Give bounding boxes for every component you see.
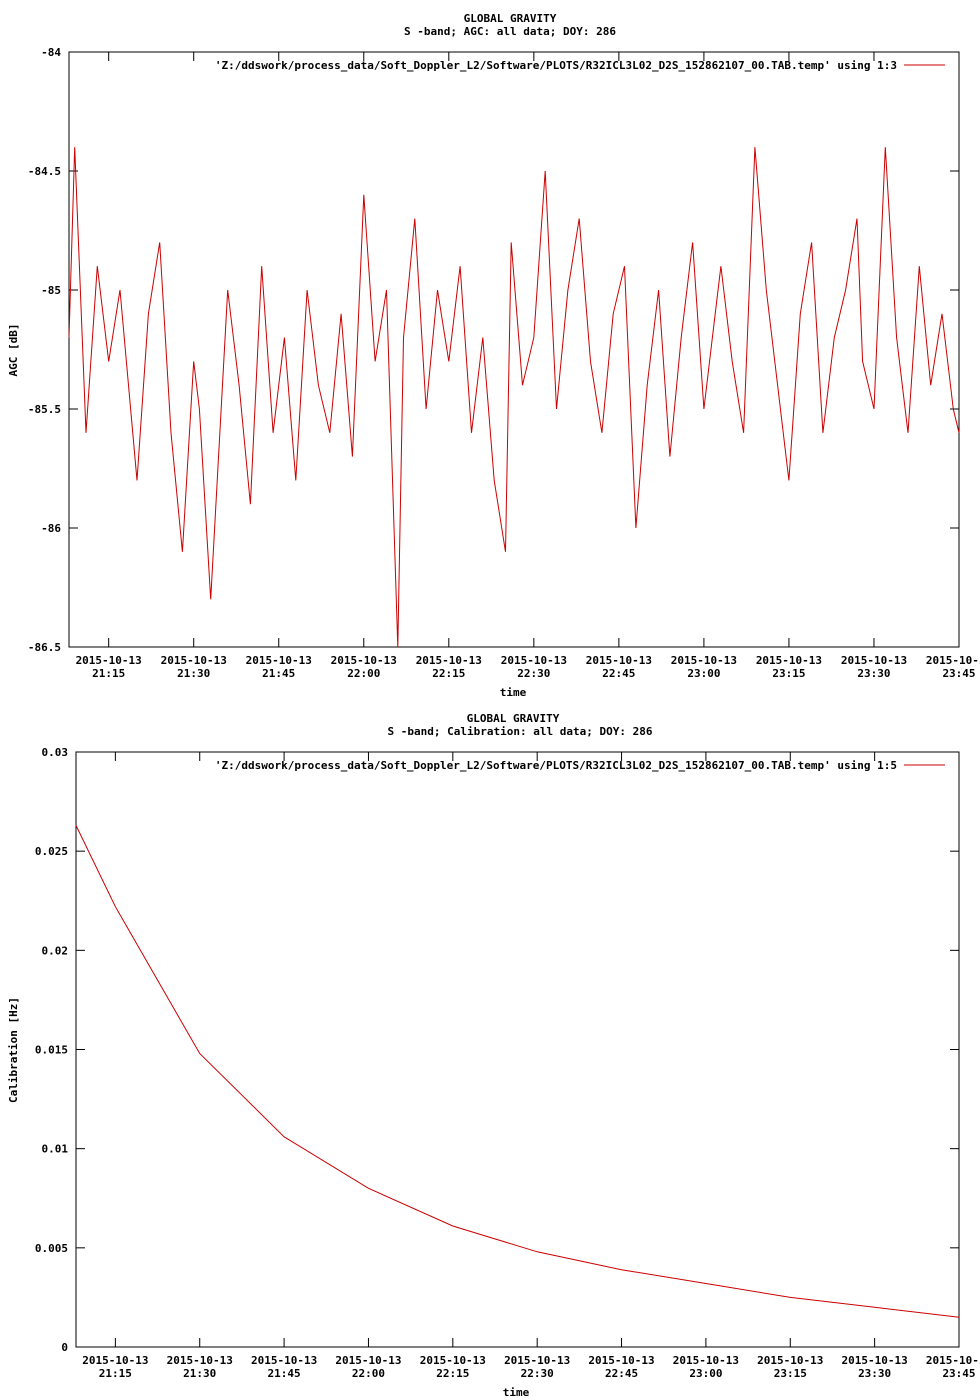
y-axis-label: AGC [dB]	[7, 324, 20, 377]
x-tick-label-date: 2015-10-13	[756, 654, 822, 667]
x-tick-label-time: 22:15	[436, 1367, 469, 1380]
legend: 'Z:/ddswork/process_data/Soft_Doppler_L2…	[215, 759, 945, 772]
x-tick-label-date: 2015-10-13	[76, 654, 142, 667]
x-tick-label-time: 22:15	[432, 667, 465, 680]
x-axis-label: time	[500, 686, 527, 699]
x-tick-label-date: 2015-10-13	[161, 654, 227, 667]
x-ticks: 2015-10-1321:152015-10-1321:302015-10-13…	[82, 752, 980, 1380]
x-tick-label-date: 2015-10-13	[335, 1354, 401, 1367]
x-tick-label-time: 22:00	[352, 1367, 385, 1380]
x-tick-label-date: 2015-10-13	[167, 1354, 233, 1367]
series-calibration	[75, 825, 960, 1318]
x-tick-label-date: 2015-10-13	[671, 654, 737, 667]
x-tick-label-date: 2015-10-13	[841, 654, 907, 667]
legend-label: 'Z:/ddswork/process_data/Soft_Doppler_L2…	[215, 59, 897, 72]
x-tick-label-time: 21:45	[268, 1367, 301, 1380]
x-tick-label-time: 23:30	[858, 1367, 891, 1380]
y-tick-label: -85	[41, 284, 61, 297]
series-line	[68, 147, 960, 648]
y-tick-label: 0.03	[42, 746, 69, 759]
y-tick-label: 0.01	[42, 1143, 69, 1156]
x-tick-label-date: 2015-10-13	[416, 654, 482, 667]
x-tick-label-time: 21:30	[177, 667, 210, 680]
chart-title: GLOBAL GRAVITY	[464, 12, 557, 25]
x-tick-label-date: 2015-10-13	[842, 1354, 908, 1367]
x-tick-label-time: 23:00	[687, 667, 720, 680]
y-tick-label: -86	[41, 522, 61, 535]
x-tick-label-time: 21:45	[262, 667, 295, 680]
agc-chart: GLOBAL GRAVITY S -band; AGC: all data; D…	[7, 12, 980, 699]
legend: 'Z:/ddswork/process_data/Soft_Doppler_L2…	[215, 59, 945, 72]
x-tick-label-time: 21:15	[99, 1367, 132, 1380]
x-tick-label-time: 22:45	[602, 667, 635, 680]
x-tick-label-date: 2015-10-13	[588, 1354, 654, 1367]
y-tick-label: -85.5	[28, 403, 61, 416]
x-tick-label-date: 2015-10-13	[420, 1354, 486, 1367]
x-tick-label-date: 2015-10-13	[331, 654, 397, 667]
x-tick-label-date: 2015-10-13	[757, 1354, 823, 1367]
series-line	[75, 825, 960, 1318]
x-tick-label-time: 23:15	[772, 667, 805, 680]
y-tick-label: 0.02	[42, 944, 69, 957]
y-tick-label: -86.5	[28, 641, 61, 654]
y-axis-label: Calibration [Hz]	[7, 997, 20, 1103]
x-axis-label: time	[503, 1386, 530, 1399]
x-tick-label-date: 2015-10-13	[82, 1354, 148, 1367]
y-tick-label: 0.005	[35, 1242, 68, 1255]
x-tick-label-date: 2015-10-13	[926, 1354, 980, 1367]
plot-frame	[75, 751, 960, 1348]
x-tick-label-time: 23:30	[857, 667, 890, 680]
chart-subtitle: S -band; Calibration: all data; DOY: 286	[388, 725, 653, 738]
x-tick-label-time: 22:30	[517, 667, 550, 680]
x-tick-label-time: 23:45	[942, 1367, 975, 1380]
x-tick-label-time: 22:00	[347, 667, 380, 680]
y-tick-label: 0	[61, 1341, 68, 1354]
x-tick-label-time: 23:00	[689, 1367, 722, 1380]
chart-title: GLOBAL GRAVITY	[467, 712, 560, 725]
x-tick-label-date: 2015-10-13	[504, 1354, 570, 1367]
y-ticks: -84 -84.5 -85 -85.5 -86 -86.5	[28, 46, 959, 654]
x-tick-label-time: 21:30	[183, 1367, 216, 1380]
calibration-chart: GLOBAL GRAVITY S -band; Calibration: all…	[7, 712, 980, 1399]
x-tick-label-time: 22:45	[605, 1367, 638, 1380]
x-tick-label-time: 22:30	[521, 1367, 554, 1380]
legend-label: 'Z:/ddswork/process_data/Soft_Doppler_L2…	[215, 759, 897, 772]
x-tick-label-time: 21:15	[92, 667, 125, 680]
x-ticks: 2015-10-1321:152015-10-1321:302015-10-13…	[76, 52, 980, 680]
x-tick-label-time: 23:45	[942, 667, 975, 680]
x-tick-label-time: 23:15	[774, 1367, 807, 1380]
plot-frame	[68, 51, 960, 648]
y-tick-label: -84	[41, 46, 61, 59]
x-tick-label-date: 2015-10-13	[251, 1354, 317, 1367]
series-agc	[68, 147, 960, 648]
x-tick-label-date: 2015-10-13	[926, 654, 980, 667]
x-tick-label-date: 2015-10-13	[501, 654, 567, 667]
y-tick-label: -84.5	[28, 165, 61, 178]
x-tick-label-date: 2015-10-13	[673, 1354, 739, 1367]
y-tick-label: 0.015	[35, 1044, 68, 1057]
x-tick-label-date: 2015-10-13	[246, 654, 312, 667]
chart-subtitle: S -band; AGC: all data; DOY: 286	[404, 25, 616, 38]
y-ticks: 0.03 0.025 0.02 0.015 0.01 0.005 0	[35, 746, 959, 1354]
x-tick-label-date: 2015-10-13	[586, 654, 652, 667]
y-tick-label: 0.025	[35, 845, 68, 858]
